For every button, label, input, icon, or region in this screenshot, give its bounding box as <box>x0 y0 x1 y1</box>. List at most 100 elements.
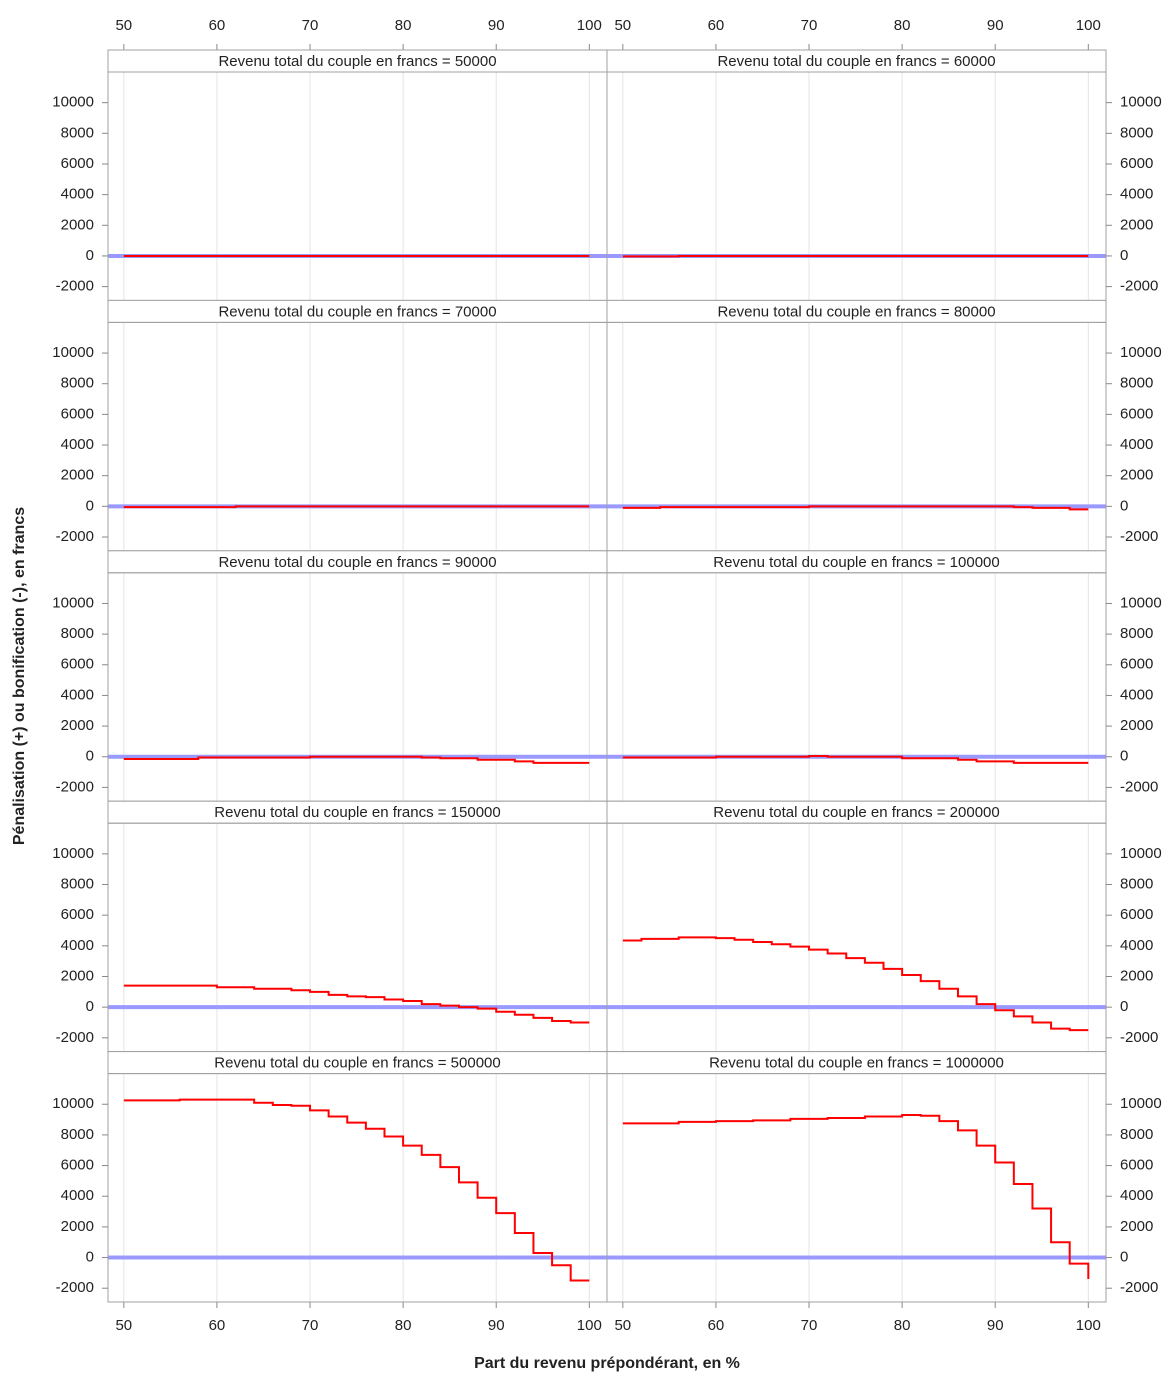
x-tick-label: 100 <box>1076 1317 1101 1334</box>
panel-frame <box>107 71 608 301</box>
y-tick-label: 0 <box>86 998 94 1015</box>
y-tick-label: 6000 <box>61 155 94 172</box>
panel-frame <box>107 321 608 552</box>
y-axis-title: Pénalisation (+) ou bonification (-), en… <box>11 507 28 845</box>
y-tick-label: 10000 <box>52 845 94 862</box>
y-tick-label: 4000 <box>1120 1187 1153 1204</box>
x-tick-label: 50 <box>614 17 631 34</box>
y-tick-label: 2000 <box>1120 467 1153 484</box>
step-line <box>123 1098 590 1282</box>
y-tick-label: 2000 <box>61 467 94 484</box>
panel-frame <box>606 321 1107 552</box>
y-tick-label: 0 <box>86 247 94 264</box>
y-tick-label: 6000 <box>61 1157 94 1174</box>
y-tick-label: 2000 <box>61 967 94 984</box>
x-tick-label: 90 <box>987 17 1004 34</box>
x-tick-label: 70 <box>302 17 319 34</box>
x-tick-label: 90 <box>488 1317 505 1334</box>
x-tick-label: 80 <box>395 17 412 34</box>
y-tick-label: -2000 <box>56 528 94 545</box>
panel-frame <box>107 1073 608 1303</box>
y-tick-label: 2000 <box>61 216 94 233</box>
y-tick-label: 10000 <box>1120 94 1162 111</box>
y-tick-label: 0 <box>86 1249 94 1266</box>
y-tick-label: 10000 <box>52 344 94 361</box>
x-tick-label: 100 <box>577 1317 602 1334</box>
y-tick-label: -2000 <box>1120 528 1158 545</box>
y-tick-label: -2000 <box>1120 278 1158 295</box>
y-tick-label: 8000 <box>61 124 94 141</box>
y-tick-label: 8000 <box>1120 875 1153 892</box>
x-tick-label: 60 <box>708 17 725 34</box>
y-tick-label: 10000 <box>52 94 94 111</box>
y-tick-label: -2000 <box>56 1279 94 1296</box>
x-tick-label: 50 <box>115 1317 132 1334</box>
x-axis-title: Part du revenu prépondérant, en % <box>474 1355 740 1372</box>
x-tick-label: 70 <box>801 17 818 34</box>
y-tick-label: 8000 <box>61 875 94 892</box>
y-tick-label: 0 <box>1120 247 1128 264</box>
y-tick-label: 4000 <box>61 937 94 954</box>
panel-title: Revenu total du couple en francs = 50000… <box>214 1055 500 1072</box>
y-tick-label: 4000 <box>1120 686 1153 703</box>
y-tick-label: 10000 <box>1120 1095 1162 1112</box>
y-tick-label: -2000 <box>56 778 94 795</box>
y-tick-label: 4000 <box>1120 937 1153 954</box>
y-tick-label: 2000 <box>1120 717 1153 734</box>
y-tick-label: 6000 <box>1120 656 1153 673</box>
panel-title: Revenu total du couple en francs = 50000 <box>218 53 496 70</box>
panel-title: Revenu total du couple en francs = 10000… <box>709 1055 1004 1072</box>
y-tick-label: -2000 <box>1120 1029 1158 1046</box>
step-line <box>123 984 590 1024</box>
y-tick-label: 2000 <box>1120 1218 1153 1235</box>
step-line <box>622 1113 1090 1280</box>
x-tick-label: 60 <box>708 1317 725 1334</box>
x-tick-label: 90 <box>987 1317 1004 1334</box>
y-tick-label: 6000 <box>61 405 94 422</box>
y-tick-label: 2000 <box>61 717 94 734</box>
step-line <box>123 755 590 764</box>
x-tick-label: 80 <box>894 17 911 34</box>
x-tick-label: 60 <box>209 1317 226 1334</box>
y-tick-label: 8000 <box>61 625 94 642</box>
x-tick-label: 60 <box>209 17 226 34</box>
y-tick-label: 8000 <box>1120 625 1153 642</box>
y-tick-label: 10000 <box>1120 845 1162 862</box>
y-tick-label: 6000 <box>1120 405 1153 422</box>
panel-frame <box>107 822 608 1053</box>
y-tick-label: -2000 <box>1120 1279 1158 1296</box>
y-tick-label: 4000 <box>1120 186 1153 203</box>
x-tick-label: 100 <box>1076 17 1101 34</box>
x-tick-label: 50 <box>614 1317 631 1334</box>
y-tick-label: -2000 <box>56 278 94 295</box>
y-tick-label: 8000 <box>1120 124 1153 141</box>
x-tick-label: 90 <box>488 17 505 34</box>
y-tick-label: 6000 <box>1120 906 1153 923</box>
y-tick-label: 2000 <box>1120 967 1153 984</box>
step-line <box>622 754 1089 764</box>
y-tick-label: 4000 <box>61 436 94 453</box>
panel-frame <box>107 572 608 802</box>
x-tick-label: 70 <box>801 1317 818 1334</box>
x-tick-label: 50 <box>115 17 132 34</box>
panel-title: Revenu total du couple en francs = 80000 <box>717 303 995 320</box>
x-tick-label: 100 <box>577 17 602 34</box>
y-tick-label: 0 <box>1120 1249 1128 1266</box>
y-tick-label: 4000 <box>1120 436 1153 453</box>
panel-title: Revenu total du couple en francs = 10000… <box>713 554 999 571</box>
panel-frame <box>606 572 1107 802</box>
y-tick-label: 8000 <box>61 375 94 392</box>
y-tick-label: 8000 <box>1120 1126 1153 1143</box>
panel-title: Revenu total du couple en francs = 15000… <box>214 804 500 821</box>
x-tick-label: 80 <box>894 1317 911 1334</box>
y-tick-label: 6000 <box>1120 155 1153 172</box>
y-tick-label: -2000 <box>1120 778 1158 795</box>
y-tick-label: 2000 <box>1120 216 1153 233</box>
y-tick-label: 0 <box>86 748 94 765</box>
y-tick-label: 2000 <box>61 1218 94 1235</box>
x-tick-label: 80 <box>395 1317 412 1334</box>
y-tick-label: 6000 <box>61 906 94 923</box>
y-tick-label: 4000 <box>61 186 94 203</box>
y-tick-label: 10000 <box>52 1095 94 1112</box>
